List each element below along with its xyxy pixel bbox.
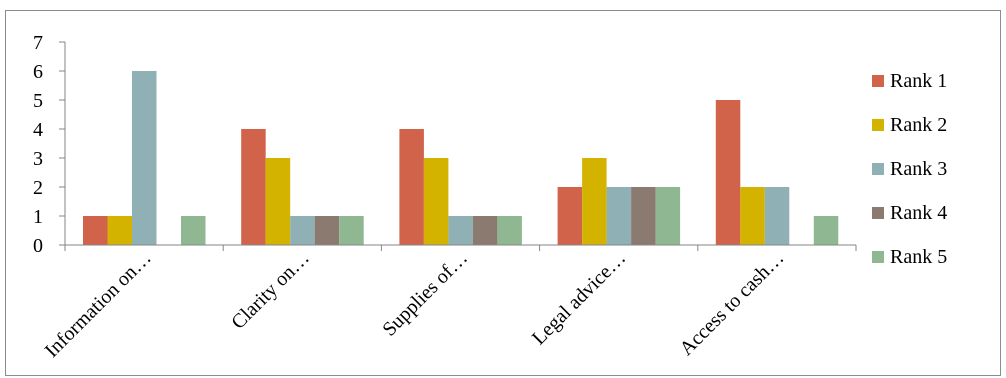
legend-item-rank-3: Rank 3 [872,158,947,180]
bar-rank-4-cat-3 [472,216,498,245]
legend-label: Rank 5 [890,246,947,268]
bar-rank-2-cat-3 [423,158,449,245]
x-category-label: Access to cash… [675,247,788,360]
legend-label: Rank 2 [890,114,947,136]
bar-rank-2-cat-1 [107,216,132,245]
y-tick-label: 2 [33,177,43,199]
legend-swatch [872,207,884,219]
bar-rank-2-cat-4 [582,158,607,245]
bar-rank-4-cat-2 [314,216,340,245]
legend-swatch [872,75,884,87]
x-category-label: Information on… [41,247,156,362]
bar-rank-1-cat-5 [715,100,741,245]
y-tick-label: 6 [33,61,43,83]
bar-rank-3-cat-2 [290,216,315,245]
legend-swatch [872,251,884,263]
bar-rank-1-cat-3 [399,129,424,245]
x-category-label: Supplies of… [378,247,472,341]
bar-rank-5-cat-1 [181,216,206,245]
bar-rank-5-cat-4 [655,187,681,245]
legend-swatch [872,163,884,175]
y-tick-label: 0 [33,235,43,257]
bar-rank-2-cat-5 [740,187,765,245]
bar-rank-1-cat-2 [241,129,266,245]
y-tick-label: 7 [33,32,43,54]
x-category-label: Legal advice… [528,247,630,349]
y-tick-label: 5 [33,90,43,112]
bar-rank-5-cat-5 [813,216,839,245]
y-tick-label: 3 [33,148,43,170]
legend-label: Rank 4 [890,202,947,224]
bar-rank-3-cat-1 [132,71,157,245]
bar-rank-3-cat-3 [448,216,473,245]
legend-item-rank-1: Rank 1 [872,70,947,92]
bars-layer [83,71,839,245]
bar-rank-4-cat-4 [631,187,656,245]
x-category-label: Clarity on… [227,247,314,334]
bar-rank-1-cat-1 [83,216,108,245]
bar-rank-3-cat-5 [764,187,790,245]
legend-item-rank-5: Rank 5 [872,246,947,268]
legend-label: Rank 1 [890,70,947,92]
y-tick-label: 1 [33,206,43,228]
legend-item-rank-2: Rank 2 [872,114,947,136]
y-tick-label: 4 [33,119,43,141]
legend-label: Rank 3 [890,158,947,180]
legend-item-rank-4: Rank 4 [872,202,947,224]
bar-rank-2-cat-2 [265,158,291,245]
bar-rank-5-cat-3 [497,216,522,245]
bar-rank-3-cat-4 [606,187,632,245]
chart-frame [5,10,1001,376]
legend: Rank 1 Rank 2 Rank 3 Rank 4 Rank 5 [872,70,947,268]
bar-rank-1-cat-4 [557,187,583,245]
legend-swatch [872,119,884,131]
bar-rank-5-cat-2 [339,216,364,245]
